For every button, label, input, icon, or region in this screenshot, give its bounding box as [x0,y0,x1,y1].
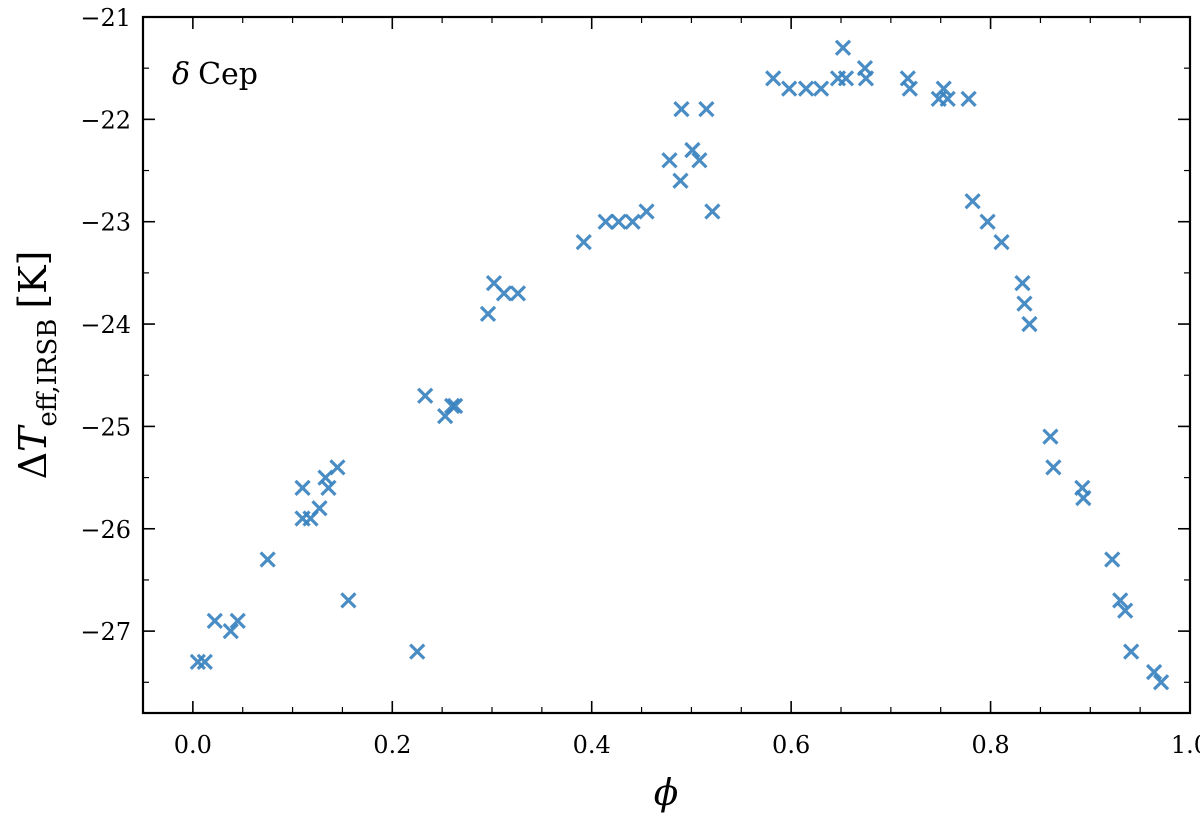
star-annotation: δ Cep [172,57,258,92]
axis-ticks: 0.0 0.2 0.4 0.6 0.8 1.0 −21 −22 −23 −24 −25 −26 −27 [80,4,1200,759]
data-point [1123,643,1140,660]
data-point [935,80,952,97]
data-point [1075,489,1092,507]
data-point [1045,459,1062,476]
y-tick-label: −23 [80,209,131,237]
data-point [765,70,782,87]
data-point [417,387,434,404]
x-tick-label: 0.8 [971,731,1009,759]
data-point [691,152,708,169]
y-tick-label: −26 [80,516,131,544]
data-point [939,90,956,108]
y-tick-label: −27 [80,618,131,646]
x-tick-label: 1.0 [1171,731,1200,759]
data-point [673,100,690,118]
y-tick-label: −22 [80,106,131,134]
data-point [834,39,852,56]
data-point [979,213,996,230]
data-point [597,213,614,230]
data-point [781,80,798,97]
data-point [329,459,346,476]
data-point [901,80,918,97]
data-point [857,70,875,87]
plot-frame [141,15,1192,715]
data-point [409,643,426,660]
y-axis-label: ΔTeff,IRSB[K] [11,251,63,480]
data-point [837,70,855,87]
y-tick-label: −24 [80,311,131,339]
x-axis-label: ϕ [654,773,679,814]
data-point [1021,315,1038,333]
data-point [1042,428,1059,445]
data-point [1152,674,1170,691]
data-point [222,622,239,640]
data-point [624,213,641,230]
data-point [1112,592,1129,609]
data-point [684,141,701,159]
data-point [575,234,592,251]
data-point [1014,274,1031,292]
data-point [797,80,815,97]
data-point [206,612,223,630]
data-point [1104,551,1121,568]
data-point [495,285,513,302]
data-point [672,172,689,189]
data-point [1016,295,1033,312]
x-tick-label: 0.6 [772,731,810,759]
data-point [196,653,213,670]
data-point [1117,602,1134,619]
x-tick-label: 0.2 [373,731,411,759]
x-tick-label: 0.4 [573,731,611,759]
data-point [1145,663,1163,681]
data-point [509,285,527,302]
data-point [993,234,1010,251]
data-point [704,203,721,220]
y-tick-label: −25 [80,413,131,441]
data-point [812,80,830,97]
data-point [443,397,461,415]
data-point [964,193,981,210]
data-point [479,305,497,322]
data-point [259,551,276,568]
data-points [189,39,1170,691]
data-point [340,592,357,609]
data-point [294,479,311,496]
data-point [320,479,337,496]
x-tick-label: 0.0 [174,731,212,759]
data-point [446,397,464,415]
data-point [698,100,715,118]
data-point [189,653,206,670]
data-point [638,203,655,220]
data-point [960,90,977,108]
data-point [661,152,678,169]
data-point [610,213,627,230]
y-tick-label: −21 [80,4,131,32]
data-point [311,500,328,517]
data-point [229,612,246,630]
